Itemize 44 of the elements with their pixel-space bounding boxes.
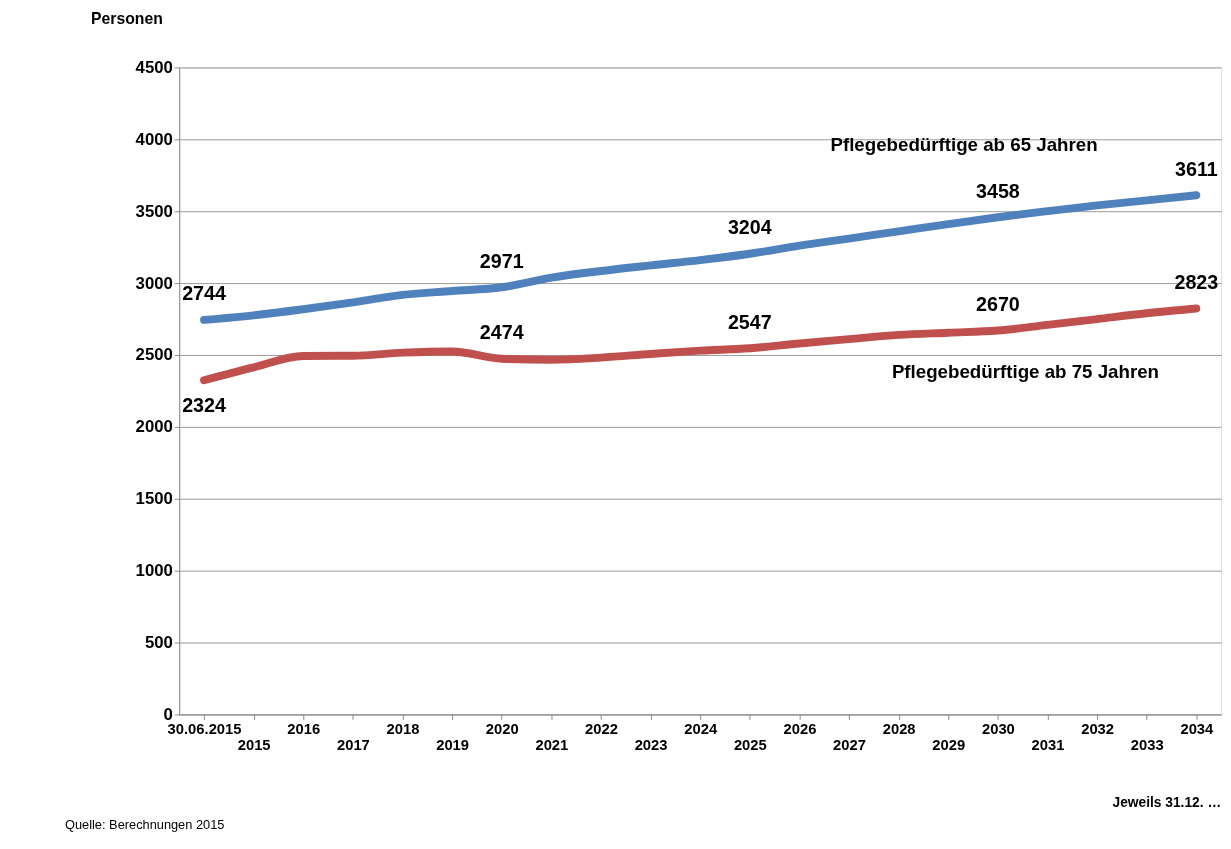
x-tick-label: 2017 (336, 737, 370, 754)
data-label: 3204 (727, 216, 772, 239)
x-tick-label: 2024 (684, 720, 718, 737)
x-tick-label: 2029 (932, 737, 966, 754)
x-tick-label: 2015 (237, 737, 271, 754)
x-tick-label: 2018 (386, 720, 420, 737)
y-tick-label: 1000 (135, 561, 173, 581)
x-tick-label: 2030 (981, 720, 1015, 737)
x-tick-label: 2026 (783, 720, 817, 737)
x-tick-label: 2023 (634, 737, 668, 754)
series-label: Pflegebedürftige ab 75 Jahren (891, 360, 1160, 382)
data-label: 3611 (1174, 157, 1218, 180)
y-tick-label: 4500 (135, 57, 173, 77)
data-label: 2547 (727, 310, 772, 333)
y-tick-label: 3500 (135, 201, 173, 221)
y-tick-label: 2500 (135, 345, 173, 365)
y-tick-label: 4000 (135, 129, 173, 149)
y-tick-label: 1500 (135, 489, 173, 509)
x-tick-label: 2027 (833, 737, 866, 754)
text: Pflegebedürftige ab 65 Jahren (830, 134, 1098, 156)
x-tick-label: 2028 (882, 720, 916, 737)
data-label: 2670 (975, 292, 1020, 315)
y-tick-label: 2000 (135, 417, 173, 437)
x-tick-label: 2033 (1130, 737, 1164, 754)
data-label: 2474 (479, 321, 524, 344)
data-label: 2823 (1174, 270, 1219, 293)
x-tick-label: 2019 (436, 737, 470, 754)
data-label: 2971 (479, 249, 524, 272)
y-axis-title: Personen (91, 9, 163, 27)
text: Jeweils 31.12. … (1112, 795, 1222, 811)
x-tick-label: 2021 (535, 737, 569, 754)
y-tick-label: 3000 (135, 273, 173, 293)
data-label: 3458 (975, 179, 1020, 202)
data-label: 2324 (182, 393, 226, 416)
x-tick-label: 2034 (1180, 720, 1215, 737)
x-tick-label: 2031 (1031, 737, 1065, 754)
x-tick-label: 2022 (585, 720, 618, 737)
x-tick-label: 2025 (733, 737, 767, 754)
data-label: 2744 (182, 282, 226, 305)
y-tick-label: 500 (144, 632, 173, 652)
x-tick-label: 2020 (485, 720, 519, 737)
x-tick-label: 2032 (1081, 720, 1115, 737)
source-note: Quelle: Berechnungen 2015 (65, 816, 225, 832)
x-tick-label: 2016 (287, 720, 321, 737)
